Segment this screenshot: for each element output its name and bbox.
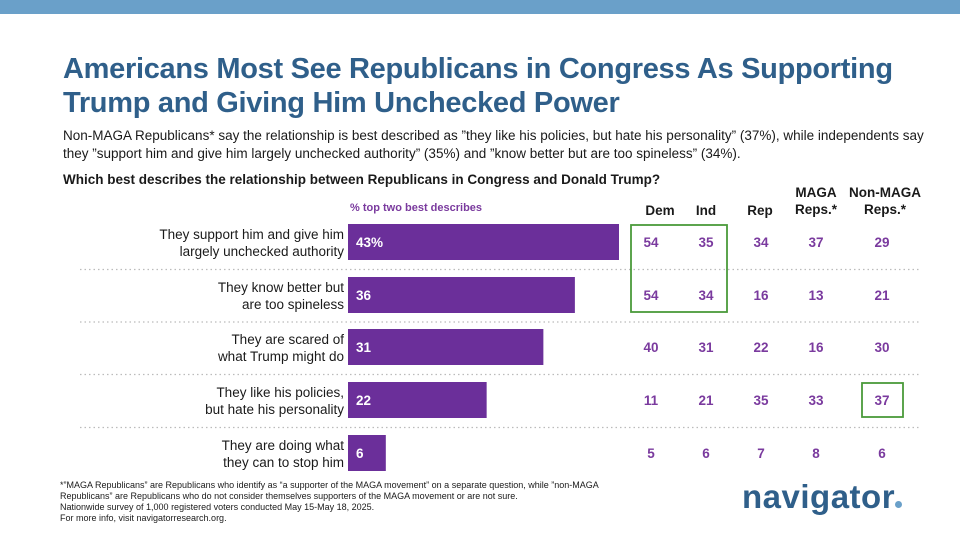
cell-rep: 22: [753, 340, 768, 355]
col-header-maga: MAGA Reps.*: [794, 185, 838, 217]
cell-rep: 16: [753, 288, 769, 303]
bar-4: [348, 435, 386, 471]
col-header-ind: Ind: [695, 203, 717, 218]
footnote-methodology: Nationwide survey of 1,000 registered vo…: [60, 502, 375, 512]
cell-dem: 5: [647, 446, 655, 461]
cell-non-maga: 37: [874, 393, 889, 408]
page-subtitle: Non-MAGA Republicans* say the relationsh…: [63, 128, 924, 161]
cell-maga: 13: [808, 288, 824, 303]
category-label: what Trump might do: [217, 349, 344, 364]
cell-rep: 35: [753, 393, 769, 408]
cell-dem: 40: [643, 340, 658, 355]
bar-value-label: 36: [356, 288, 372, 303]
top-accent-bar: [0, 0, 960, 14]
col-header-rep: Rep: [747, 203, 773, 218]
cell-ind: 34: [698, 288, 714, 303]
cell-rep: 7: [757, 446, 765, 461]
cell-ind: 31: [698, 340, 714, 355]
survey-question: Which best describes the relationship be…: [63, 172, 661, 187]
bar-2: [348, 329, 544, 365]
cell-non-maga: 6: [878, 446, 886, 461]
logo-dot: [895, 501, 902, 508]
footnotes: *”MAGA Republicans” are Republicans who …: [60, 480, 620, 524]
footnote-definition: *”MAGA Republicans” are Republicans who …: [60, 480, 599, 501]
cell-maga: 33: [808, 393, 824, 408]
bar-1: [348, 277, 575, 313]
category-label: They know better but: [218, 280, 344, 295]
cell-ind: 21: [698, 393, 714, 408]
bar-3: [348, 382, 487, 418]
category-label: They support him and give him: [159, 227, 344, 242]
cell-non-maga: 21: [874, 288, 890, 303]
cell-ind: 35: [698, 235, 714, 250]
bar-value-label: 31: [356, 340, 372, 355]
category-label: They are doing what: [222, 438, 345, 453]
cell-dem: 54: [643, 235, 659, 250]
cell-maga: 8: [812, 446, 820, 461]
category-label: but hate his personality: [205, 402, 344, 417]
col-header-non-maga: Non-MAGA Reps.*: [849, 185, 921, 217]
footnote-more-info: For more info, visit navigatorresearch.o…: [60, 513, 227, 523]
cell-rep: 34: [753, 235, 769, 250]
category-label: are too spineless: [242, 297, 344, 312]
cell-ind: 6: [702, 446, 710, 461]
category-label: They are scared of: [231, 332, 344, 347]
cell-non-maga: 30: [874, 340, 889, 355]
cell-maga: 37: [808, 235, 823, 250]
cell-dem: 11: [644, 393, 659, 408]
category-label: They like his policies,: [216, 385, 344, 400]
bar-column-header: % top two best describes: [350, 202, 483, 214]
bar-value-label: 22: [356, 393, 371, 408]
category-label: largely unchecked authority: [180, 244, 345, 259]
cell-dem: 54: [643, 288, 659, 303]
page-title: Americans Most See Republicans in Congre…: [63, 53, 893, 119]
bar-value-label: 6: [356, 446, 364, 461]
category-label: they can to stop him: [223, 455, 344, 470]
cell-non-maga: 29: [874, 235, 889, 250]
col-header-dem: Dem: [645, 203, 675, 218]
highlight-box-0: [630, 224, 728, 313]
navigator-logo: navigator: [742, 478, 896, 515]
cell-maga: 16: [808, 340, 824, 355]
highlight-box-1: [861, 382, 904, 418]
bar-0: [348, 224, 619, 260]
bar-value-label: 43%: [356, 235, 383, 250]
